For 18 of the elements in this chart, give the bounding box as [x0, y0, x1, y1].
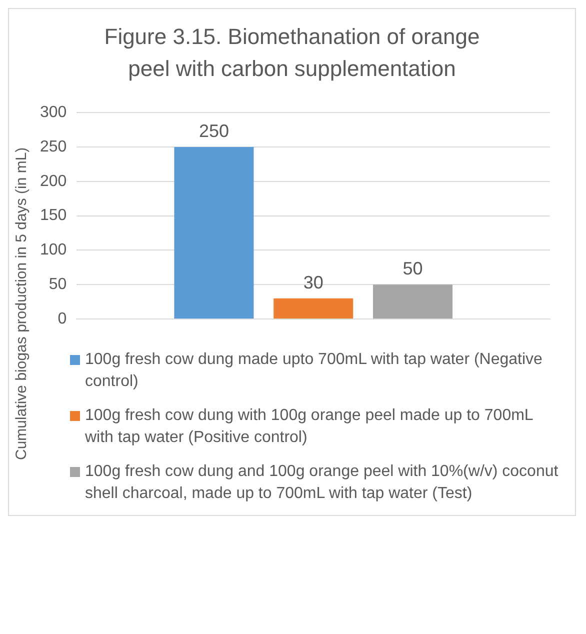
y-axis-title: Cumulative biogas production in 5 days (in mL)	[13, 146, 30, 462]
legend-label: 100g fresh cow dung made upto 700mL with tap water (Negative control)	[85, 350, 544, 392]
y-tick-label: 200	[40, 172, 67, 190]
legend-label: 100g fresh cow dung and 100g orange peel with 10%(w/v) coconut shell charcoal, made up to 700mL with tap water (Test)	[85, 462, 560, 504]
y-tick-label: 50	[48, 276, 67, 294]
legend-label: 100g fresh cow dung with 100g orange peel made up to 700mL with tap water (Positive control)	[85, 406, 534, 448]
bar	[274, 298, 354, 318]
bar	[372, 284, 452, 318]
y-tick-label: 150	[40, 207, 67, 224]
data-label: 30	[303, 272, 324, 292]
data-label: 50	[402, 258, 423, 279]
y-tick-label: 250	[40, 138, 67, 156]
bar	[174, 147, 254, 318]
y-tick-label: 300	[40, 104, 67, 122]
y-tick-label: 0	[58, 310, 67, 328]
y-tick-label: 100	[40, 242, 67, 259]
chart-title: Figure 3.15. Biomethanation of orange peel with carbon supplementation	[103, 23, 481, 83]
data-label: 250	[198, 120, 229, 141]
